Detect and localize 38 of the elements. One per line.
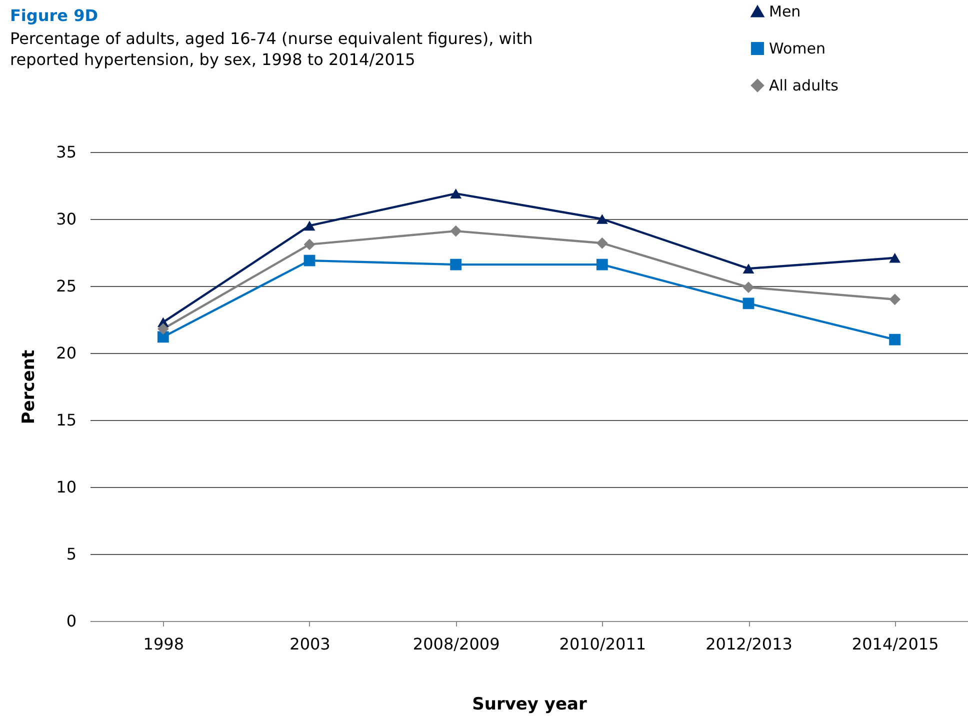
legend-label: All adults [769,76,839,94]
point [596,237,608,249]
y-tick-label: 30 [56,210,76,228]
y-tick-label: 5 [66,544,76,564]
point [450,258,462,270]
point [742,298,754,310]
point [889,294,901,306]
y-axis-title: Percent [19,350,40,424]
x-tick-label: 2008/2009 [412,634,500,654]
y-tick-label: 15 [56,410,76,430]
x-tick-label: 2010/2011 [559,634,646,654]
x-tick-label: 2014/2015 [852,634,939,654]
y-tick-label: 35 [56,142,76,162]
y-tick-label: 20 [56,344,76,362]
point [596,258,608,270]
y-tick-label: 25 [56,276,76,296]
chart-title: Figure 9D [10,6,99,25]
legend-label: Men [769,2,801,20]
point [889,334,901,346]
x-tick-label: 1998 [143,634,184,654]
point [304,254,316,266]
chart-subtitle: Percentage of adults, aged 16-74 (nurse equivalent figures), with reported hypertension, by sex, 1998 to 2014/2015 [10,28,533,70]
point [596,214,608,224]
point [450,225,462,237]
point [742,264,754,274]
point [304,220,316,231]
point [304,238,316,250]
legend-label: Women [769,40,826,58]
point [157,331,169,343]
y-tick-label: 0 [66,612,76,630]
point [157,323,169,335]
x-tick-label: 2012/2013 [706,634,792,654]
x-axis-title: Survey year [472,694,588,714]
point [742,282,754,294]
x-tick-label: 2003 [290,634,330,654]
point [889,252,901,263]
y-tick-label: 10 [56,478,76,496]
point [450,188,462,198]
